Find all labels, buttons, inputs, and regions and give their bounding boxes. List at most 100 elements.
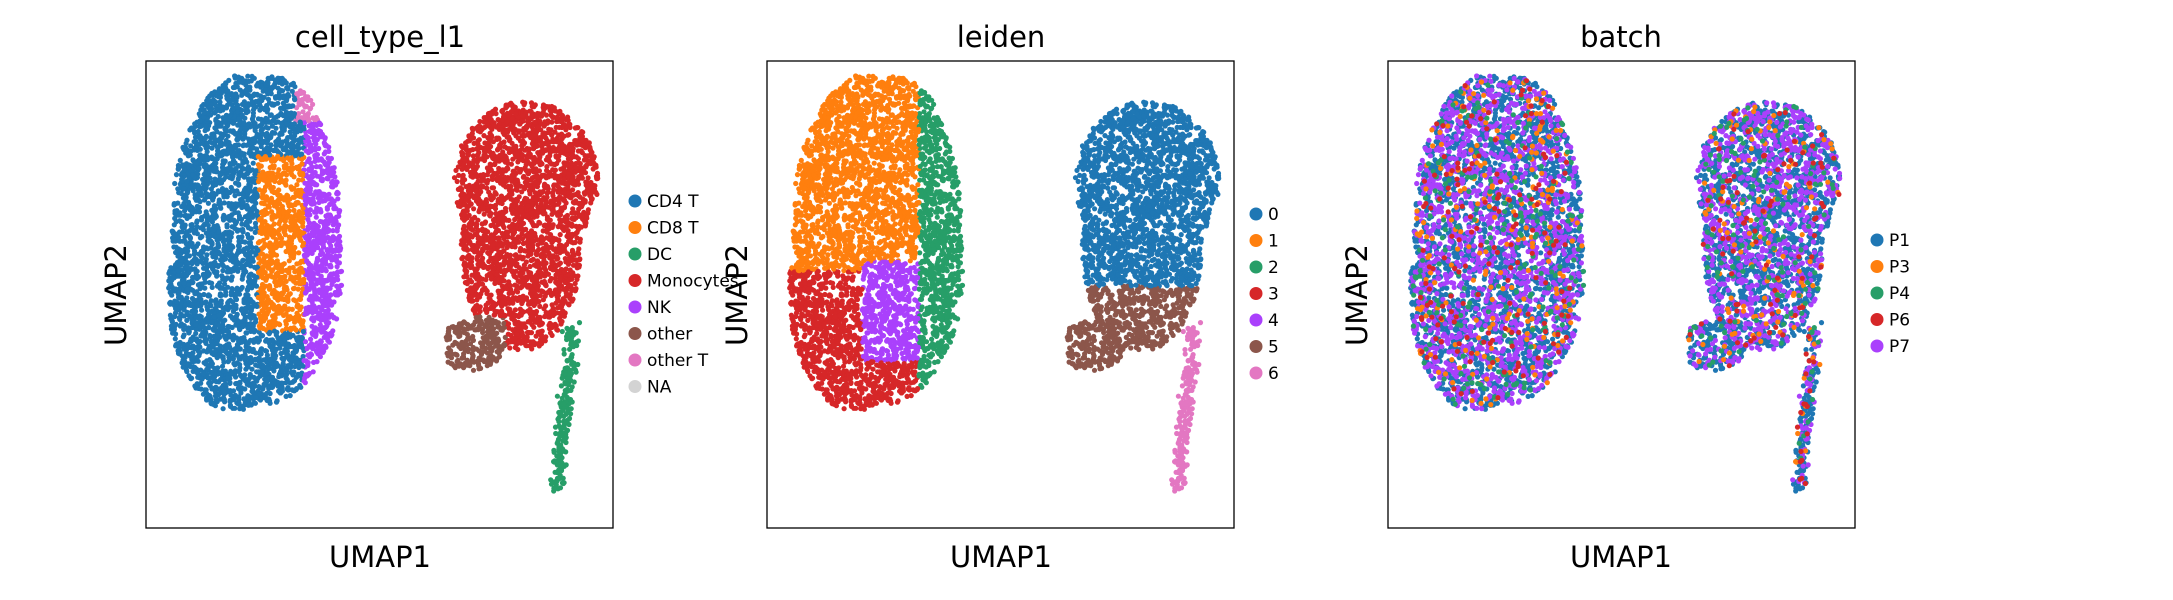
scatter-point	[184, 317, 190, 323]
scatter-point	[468, 325, 474, 331]
scatter-point	[177, 157, 183, 163]
scatter-point	[561, 245, 567, 251]
scatter-point	[530, 339, 536, 345]
scatter-point	[193, 270, 199, 276]
scatter-point	[268, 158, 275, 164]
scatter-point	[263, 133, 269, 140]
scatter-point	[550, 193, 556, 199]
scatter-point	[219, 292, 225, 298]
scatter-point	[273, 252, 280, 258]
scatter-point	[557, 260, 564, 266]
scatter-point	[184, 368, 190, 375]
scatter-point	[180, 334, 186, 340]
scatter-point	[291, 136, 297, 142]
scatter-point	[323, 344, 329, 350]
scatter-point	[301, 120, 308, 126]
scatter-point	[462, 260, 468, 266]
scatter-point	[572, 210, 578, 216]
scatter-point	[267, 152, 273, 158]
scatter-point	[496, 215, 502, 221]
scatter-point	[295, 187, 302, 193]
scatter-point	[459, 355, 465, 361]
scatter-point	[503, 268, 509, 274]
scatter-point	[226, 341, 232, 347]
scatter-point	[200, 176, 206, 183]
scatter-point	[308, 336, 314, 342]
scatter-point	[502, 153, 508, 159]
scatter-point	[199, 307, 205, 313]
scatter-point	[483, 287, 489, 293]
scatter-point	[559, 328, 565, 335]
scatter-point	[556, 419, 562, 425]
scatter-point	[484, 185, 490, 191]
scatter-point	[286, 258, 292, 264]
scatter-point	[577, 239, 583, 245]
scatter-point	[554, 326, 560, 333]
scatter-point	[327, 262, 333, 268]
scatter-point	[494, 272, 500, 278]
scatter-point	[200, 321, 206, 327]
scatter-point	[334, 179, 340, 185]
scatter-point	[554, 393, 561, 399]
scatter-point	[236, 369, 242, 375]
scatter-point	[336, 253, 342, 259]
scatter-point	[191, 139, 197, 145]
scatter-point	[500, 182, 506, 188]
scatter-point	[336, 260, 342, 266]
scatter-point	[467, 160, 473, 166]
scatter-point	[470, 367, 477, 373]
scatter-point	[530, 256, 536, 262]
scatter-point	[209, 145, 215, 151]
scatter-point	[300, 286, 306, 292]
scatter-point	[568, 406, 574, 412]
scatter-point	[572, 280, 578, 287]
scatter-point	[284, 353, 290, 359]
scatter-point	[178, 191, 185, 197]
scatter-point	[183, 229, 189, 235]
scatter-point	[470, 333, 476, 340]
scatter-point	[228, 251, 235, 257]
scatter-point	[263, 348, 270, 354]
scatter-point	[308, 351, 314, 357]
scatter-point	[192, 250, 198, 256]
scatter-point	[306, 220, 312, 226]
scatter-point	[220, 268, 226, 274]
scatter-point	[173, 343, 179, 349]
scatter-point	[535, 242, 541, 248]
scatter-point	[556, 132, 562, 138]
scatter-point	[292, 319, 298, 325]
scatter-point	[245, 73, 251, 79]
scatter-point	[169, 318, 175, 324]
scatter-point	[257, 348, 263, 354]
scatter-point	[314, 359, 320, 365]
scatter-point	[454, 178, 460, 185]
scatter-point	[171, 244, 177, 250]
scatter-point	[523, 162, 529, 168]
scatter-point	[244, 381, 250, 387]
scatter-point	[549, 244, 555, 250]
scatter-point	[280, 170, 286, 176]
scatter-point	[451, 175, 458, 181]
scatter-point	[315, 277, 321, 283]
scatter-point	[172, 336, 178, 342]
scatter-point	[470, 153, 476, 159]
scatter-point	[194, 224, 200, 230]
scatter-point	[506, 290, 512, 296]
scatter-point	[548, 477, 554, 483]
scatter-point	[541, 306, 547, 312]
scatter-point	[463, 342, 469, 348]
scatter-point	[491, 217, 497, 223]
scatter-point	[235, 136, 241, 142]
scatter-point	[544, 167, 550, 174]
scatter-point	[331, 206, 337, 212]
panel-title: cell_type_l1	[295, 20, 465, 54]
scatter-point	[527, 151, 533, 157]
scatter-point	[312, 116, 318, 123]
scatter-point	[291, 194, 297, 200]
scatter-point	[573, 165, 580, 171]
scatter-point	[461, 223, 467, 229]
scatter-point	[489, 185, 495, 191]
scatter-point	[284, 377, 290, 383]
scatter-point	[213, 252, 219, 258]
scatter-point	[316, 145, 322, 152]
